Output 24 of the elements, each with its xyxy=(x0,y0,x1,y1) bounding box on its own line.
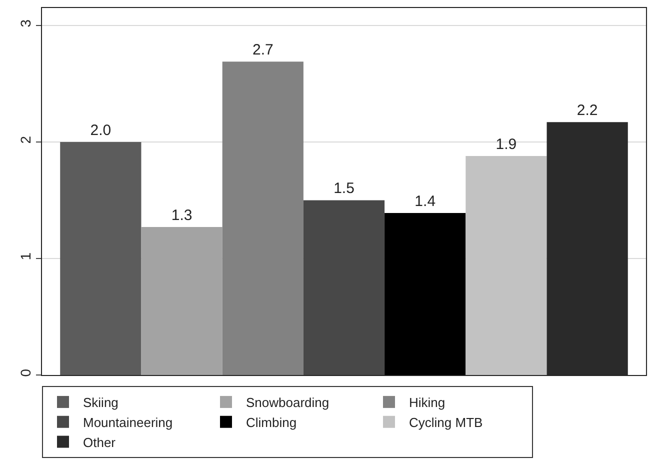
data-label: 2.2 xyxy=(576,102,598,120)
data-label: 1.3 xyxy=(171,207,192,224)
legend-label: Hiking xyxy=(409,395,446,410)
data-label: 1.5 xyxy=(334,180,354,198)
legend-label: Climbing xyxy=(246,414,297,430)
data-label: 1.9 xyxy=(496,136,517,153)
legend-label: Mountaineering xyxy=(83,414,173,430)
bar xyxy=(141,227,222,375)
legend-label: Skiing xyxy=(83,395,118,410)
bar xyxy=(60,142,142,375)
y-tick-label: 1 xyxy=(17,252,34,260)
y-tick-label: 3 xyxy=(17,19,34,28)
bar xyxy=(222,62,304,375)
y-tick-label: 0 xyxy=(17,368,34,377)
bar xyxy=(384,213,466,375)
bar xyxy=(466,156,547,375)
bar xyxy=(303,200,385,375)
data-label: 1.4 xyxy=(414,193,436,210)
legend-label: Snowboarding xyxy=(246,395,330,410)
y-tick-label: 2 xyxy=(17,136,34,144)
data-label: 2.0 xyxy=(90,122,112,139)
legend-label: Cycling MTB xyxy=(409,414,483,430)
data-label: 2.7 xyxy=(252,42,274,59)
legend-label: Other xyxy=(83,434,116,450)
